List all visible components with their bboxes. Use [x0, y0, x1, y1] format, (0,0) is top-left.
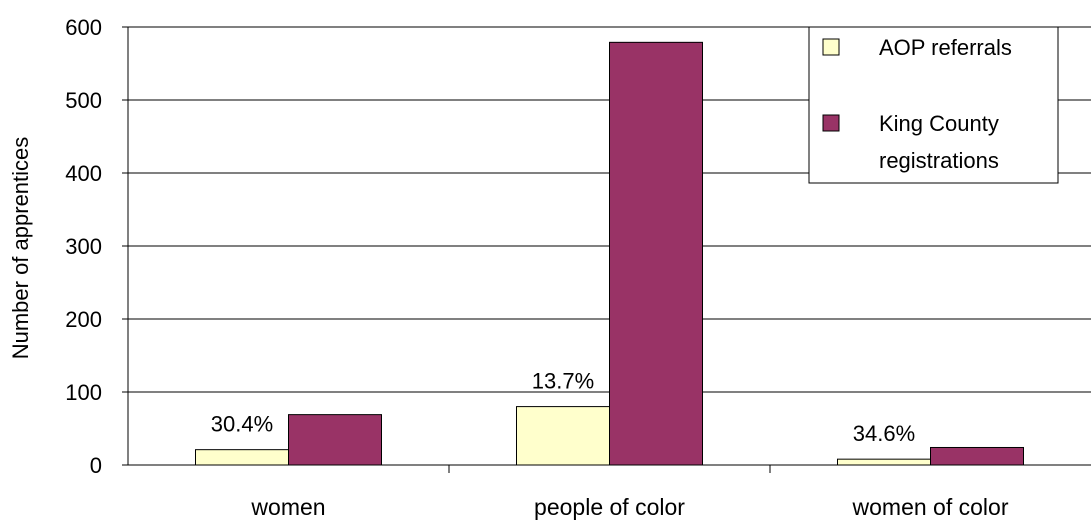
- bar-king-county-registrations: [930, 446, 1024, 466]
- y-axis: 0 100 200 300 400 500 600: [65, 15, 129, 478]
- data-label: 34.6%: [853, 421, 915, 446]
- y-tick-label: 400: [65, 161, 102, 186]
- bar-king-county-registrations: [288, 414, 382, 466]
- bar-aop-referrals: [837, 458, 931, 466]
- bar-aop-referrals: [516, 406, 610, 466]
- x-tick-label: women: [250, 494, 325, 520]
- y-tick-label: 100: [65, 380, 102, 405]
- legend-swatch-aop: [822, 38, 840, 56]
- legend-box: [808, 26, 1059, 184]
- y-tick-label: 500: [65, 88, 102, 113]
- legend-label: King County: [879, 111, 999, 136]
- bar-king-county-registrations: [609, 41, 703, 466]
- x-tick-label: people of color: [534, 494, 685, 520]
- y-tick-label: 0: [90, 453, 102, 478]
- legend-label: AOP referrals: [879, 35, 1012, 60]
- x-axis: women people of color women of color: [128, 464, 1091, 520]
- y-axis-label: Number of apprentices: [8, 137, 33, 360]
- legend: AOP referrals King County registrations: [808, 26, 1059, 184]
- data-labels: 30.4% 13.7% 34.6%: [211, 369, 915, 447]
- data-label: 30.4%: [211, 412, 273, 437]
- y-tick-label: 200: [65, 307, 102, 332]
- legend-swatch-king-county: [822, 114, 840, 132]
- bars: [195, 41, 1024, 466]
- data-label: 13.7%: [532, 369, 594, 394]
- bar-aop-referrals: [195, 449, 289, 466]
- y-tick-label: 600: [65, 15, 102, 40]
- x-tick-label: women of color: [852, 494, 1009, 520]
- legend-label: registrations: [879, 148, 999, 173]
- y-tick-label: 300: [65, 234, 102, 259]
